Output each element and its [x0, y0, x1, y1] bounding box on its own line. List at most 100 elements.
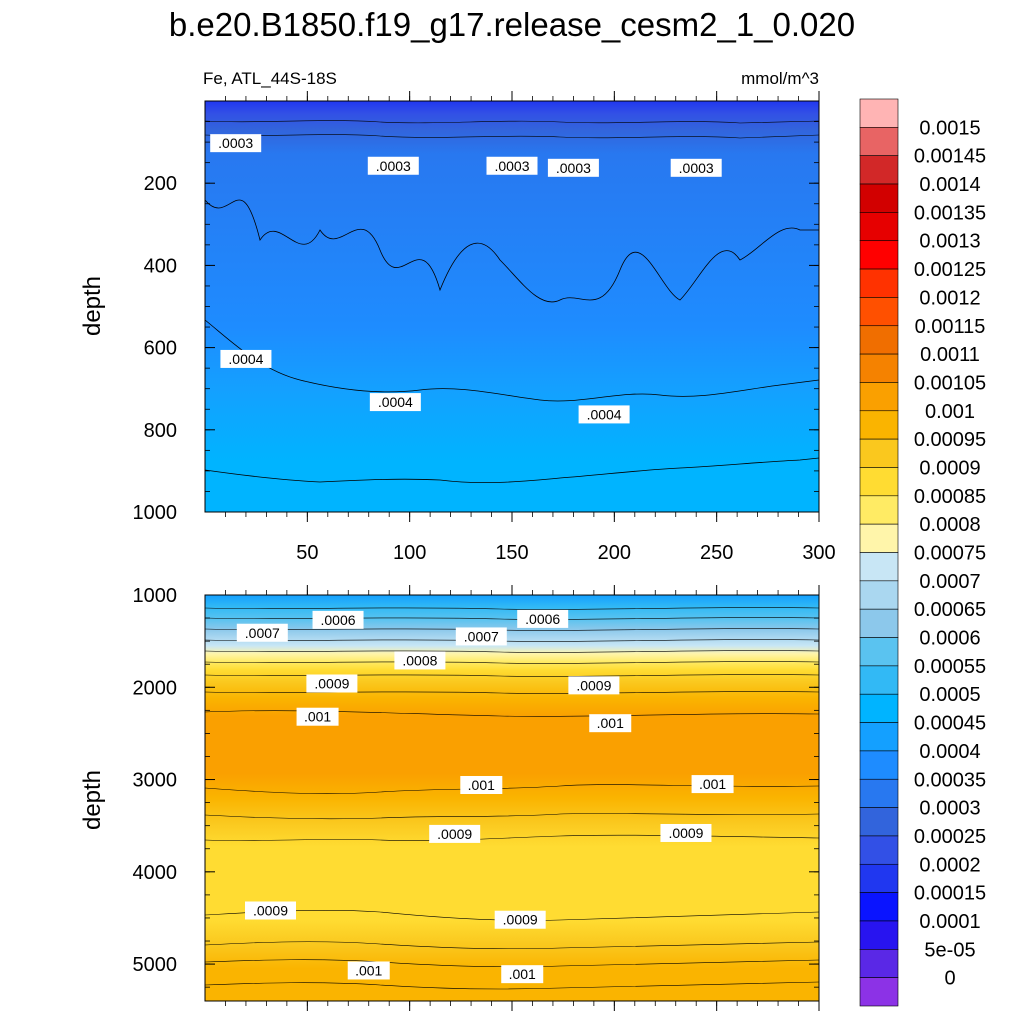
contour-label-bg	[236, 623, 288, 642]
figure-title: b.e20.B1850.f19_g17.release_cesm2_1_0.02…	[168, 6, 856, 43]
contour-label-bg	[367, 156, 419, 175]
contour-label-text: .0004	[228, 351, 263, 367]
colorbar-swatch	[859, 835, 899, 865]
colorbar-swatch	[859, 268, 899, 298]
contour-label: .0006	[312, 610, 364, 629]
contour-label-text: .0004	[378, 394, 413, 410]
bottom-contour-line	[204, 691, 820, 694]
contour-label-text: .0003	[376, 158, 411, 174]
contour-label-bg	[568, 676, 620, 695]
contour-label: .0006	[517, 609, 569, 628]
colorbar-swatch	[859, 552, 899, 582]
contour-label: .0003	[486, 156, 538, 175]
contour-label: .0009	[568, 676, 620, 695]
colorbar-swatch	[859, 920, 899, 950]
x-tick-label: 50	[296, 542, 318, 564]
contour-label: .0003	[367, 156, 419, 175]
y-tick-label: 600	[144, 338, 177, 360]
y-tick-label: 200	[144, 173, 177, 195]
contour-label-bg	[455, 627, 507, 646]
colorbar-label: 0.001	[925, 401, 975, 423]
contour-label: .0008	[394, 651, 446, 670]
contour-label-text: .0009	[437, 826, 472, 842]
y-tick-label: 1000	[133, 585, 178, 607]
contour-label-bg	[306, 674, 358, 693]
colorbar-label: 0.0006	[919, 628, 980, 650]
contour-label-text: .0009	[314, 676, 349, 692]
colorbar-label: 0.00045	[914, 713, 986, 735]
top-contour-line	[204, 199, 819, 303]
contour-label-text: .0003	[556, 160, 591, 176]
contour-label: .0009	[306, 674, 358, 693]
variable-region-label: Fe, ATL_44S-18S	[203, 69, 337, 88]
contour-label-text: .001	[304, 709, 331, 725]
colorbar-swatch	[859, 438, 899, 468]
colorbar-label: 0	[944, 968, 955, 990]
colorbar-swatch	[859, 665, 899, 695]
colorbar-label: 0.00035	[914, 769, 986, 791]
contour-label: .001	[296, 707, 339, 726]
colorbar-label: 0.0003	[919, 798, 980, 820]
contour-label-text: .0009	[668, 825, 703, 841]
colorbar-swatch	[859, 353, 899, 383]
contour-label-bg	[501, 965, 544, 984]
colorbar-swatch	[859, 325, 899, 355]
colorbar-swatch	[859, 523, 899, 553]
contour-label: .001	[347, 961, 390, 980]
bottom-ylabel: depth	[79, 770, 106, 830]
top-panel: 200 400 600 800 1000 50 100 150 200 250 300 .0003.…	[79, 69, 836, 564]
contour-label-text: .001	[699, 776, 726, 792]
x-tick-label: 200	[598, 542, 631, 564]
colorbar-swatch	[859, 467, 899, 497]
colorbar-label: 0.00095	[914, 429, 986, 451]
contour-label-text: .0009	[576, 677, 611, 693]
colorbar-swatch	[859, 722, 899, 752]
contour-label: .001	[501, 965, 544, 984]
bottom-contour-line	[204, 617, 820, 620]
colorbar-label: 0.00115	[915, 316, 986, 338]
top-ticks: 200 400 600 800 1000 50 100 150 200 250 300	[133, 91, 836, 564]
bottom-ticks: 1000 2000 3000 4000 5000	[133, 585, 820, 1011]
bottom-contour-line	[204, 710, 820, 717]
contour-label: .0009	[494, 910, 546, 929]
x-tick-label: 300	[802, 542, 835, 564]
contour-label: .0009	[429, 824, 481, 843]
contour-label-bg	[691, 775, 734, 794]
contour-label-bg	[460, 776, 503, 795]
colorbar-label: 0.00065	[914, 599, 986, 621]
contour-label-bg	[220, 349, 272, 368]
x-tick-label: 250	[700, 542, 733, 564]
contour-label-text: .0004	[587, 406, 622, 422]
colorbar-label: 0.0004	[919, 741, 980, 763]
colorbar-swatch	[859, 297, 899, 327]
colorbar-label: 5e-05	[924, 939, 975, 961]
contour-label-text: .0003	[679, 160, 714, 176]
top-contour-line	[204, 457, 820, 484]
contour-label: .0007	[236, 623, 288, 642]
contour-label-bg	[670, 158, 722, 177]
contour-label-bg	[244, 901, 296, 920]
colorbar-swatch	[859, 240, 899, 270]
contour-label-text: .0006	[525, 611, 560, 627]
colorbar-swatch	[859, 580, 899, 610]
contour-label-text: .001	[355, 962, 382, 978]
colorbar-label: 0.0011	[920, 344, 980, 366]
contour-label-text: .0003	[218, 135, 253, 151]
colorbar-swatch	[859, 155, 899, 185]
colorbar: 0.0015 0.00145 0.0014 0.00135 0.0013 0.00125 0…	[859, 98, 986, 1007]
colorbar-label: 0.00145	[914, 146, 986, 168]
colorbar-swatch	[859, 183, 899, 213]
bottom-contour-line	[204, 813, 820, 820]
colorbar-label: 0.00125	[914, 259, 986, 281]
contour-label-bg	[210, 134, 262, 153]
contour-label: .0003	[210, 134, 262, 153]
contour-label: .0004	[220, 349, 272, 368]
bottom-contour-labels: .0006 .0006 .0007 .0007 .0008 .0009 .0009 .001.…	[236, 609, 734, 984]
bottom-contour-line	[204, 661, 820, 664]
x-tick-label: 150	[495, 542, 528, 564]
contour-label-bg	[429, 824, 481, 843]
contour-label: .0004	[578, 405, 630, 424]
colorbar-swatch	[859, 495, 899, 525]
contour-label: .0003	[670, 158, 722, 177]
